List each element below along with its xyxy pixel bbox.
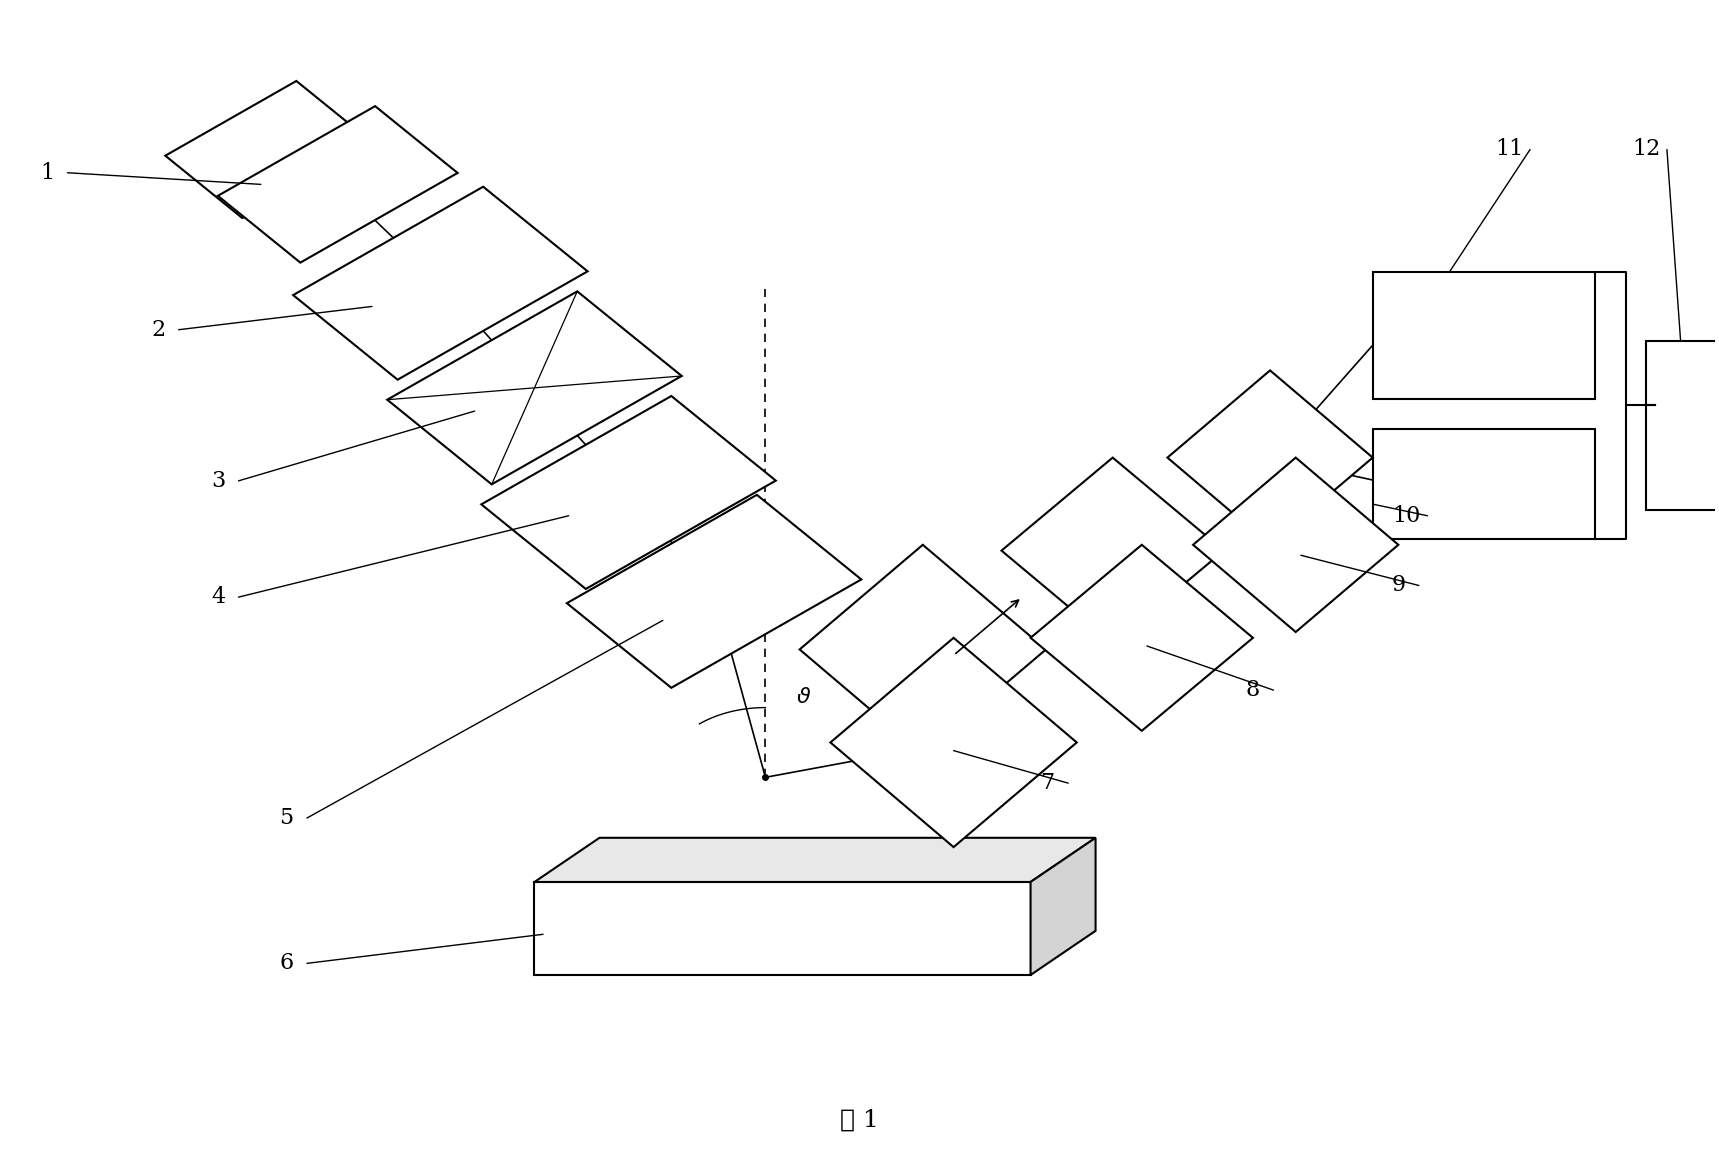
Text: 5: 5 bbox=[280, 807, 294, 829]
Text: 8: 8 bbox=[1246, 679, 1260, 701]
Polygon shape bbox=[799, 545, 1045, 754]
Polygon shape bbox=[1193, 458, 1398, 632]
Polygon shape bbox=[481, 396, 775, 589]
Polygon shape bbox=[218, 107, 457, 262]
Bar bbox=[535, 882, 1031, 975]
Bar bbox=[1373, 272, 1595, 399]
Polygon shape bbox=[1031, 545, 1253, 731]
Polygon shape bbox=[830, 638, 1076, 847]
Polygon shape bbox=[535, 837, 1095, 882]
Text: 12: 12 bbox=[1633, 138, 1661, 160]
Text: 3: 3 bbox=[211, 470, 225, 492]
Text: 1: 1 bbox=[40, 162, 53, 184]
Text: 10: 10 bbox=[1392, 505, 1422, 527]
Polygon shape bbox=[165, 81, 373, 218]
Text: 6: 6 bbox=[280, 952, 294, 974]
Polygon shape bbox=[1167, 370, 1373, 545]
Text: 2: 2 bbox=[151, 319, 165, 341]
Text: 4: 4 bbox=[211, 587, 225, 608]
Text: 9: 9 bbox=[1391, 575, 1406, 596]
Text: 图 1: 图 1 bbox=[841, 1109, 878, 1132]
Bar bbox=[1647, 341, 1719, 509]
Text: $\vartheta$: $\vartheta$ bbox=[796, 685, 811, 707]
Polygon shape bbox=[1002, 458, 1224, 644]
Polygon shape bbox=[294, 186, 588, 379]
Polygon shape bbox=[567, 495, 861, 687]
Polygon shape bbox=[387, 292, 682, 485]
Polygon shape bbox=[1031, 837, 1095, 975]
Bar bbox=[1373, 429, 1595, 539]
Text: 7: 7 bbox=[1040, 772, 1055, 794]
Text: 11: 11 bbox=[1496, 138, 1523, 160]
